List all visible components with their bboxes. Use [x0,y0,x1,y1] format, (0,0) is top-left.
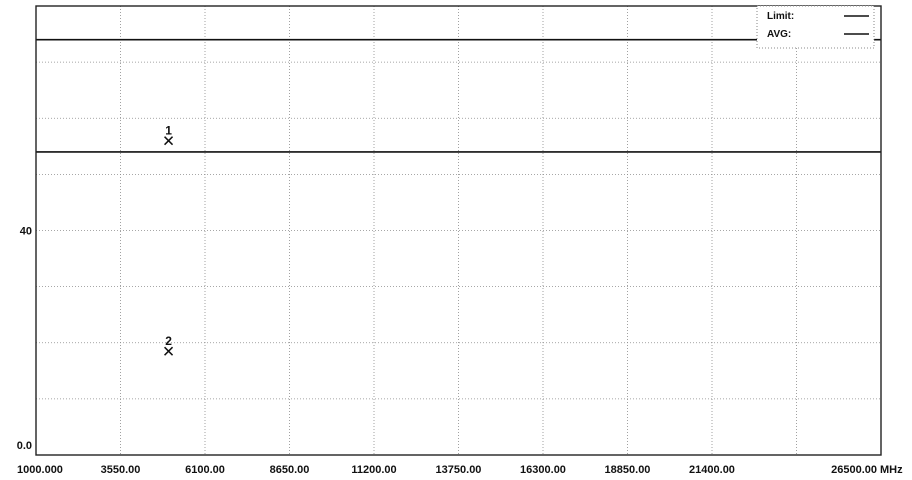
x-tick-label: 26500.00 [831,464,877,476]
plot-frame-group [35,5,882,456]
x-tick-label: 8650.00 [270,464,310,476]
legend-label-avg: AVG: [767,29,791,40]
x-axis-ticks: 1000.000 3550.00 6100.00 8650.00 11200.00 137… [17,464,903,476]
y-tick-label: 0.0 [17,440,32,452]
x-tick-label: 18850.00 [605,464,651,476]
legend: Limit: AVG: [756,5,875,49]
marker-2 [164,346,174,356]
x-axis-unit: MHz [880,464,903,476]
marker-1 [164,136,174,146]
markers: 12 [164,124,174,356]
x-tick-label: 16300.00 [520,464,566,476]
x-tick-label: 11200.00 [351,464,396,476]
marker-label-2: 2 [165,334,172,348]
plot-frame [35,5,882,456]
y-tick-label: 40 [20,226,32,238]
marker-label-1: 1 [165,124,172,138]
legend-label-limit: Limit: [767,11,794,22]
x-tick-label: 21400.00 [689,464,735,476]
grid [36,6,881,455]
limit-lines [36,38,881,153]
x-tick-label: 13750.00 [436,464,482,476]
x-tick-label: 1000.000 [17,464,63,476]
x-tick-label: 3550.00 [101,464,141,476]
legend-box [756,5,875,49]
x-tick-label: 6100.00 [185,464,225,476]
y-axis-ticks: 400.0 [17,226,32,453]
